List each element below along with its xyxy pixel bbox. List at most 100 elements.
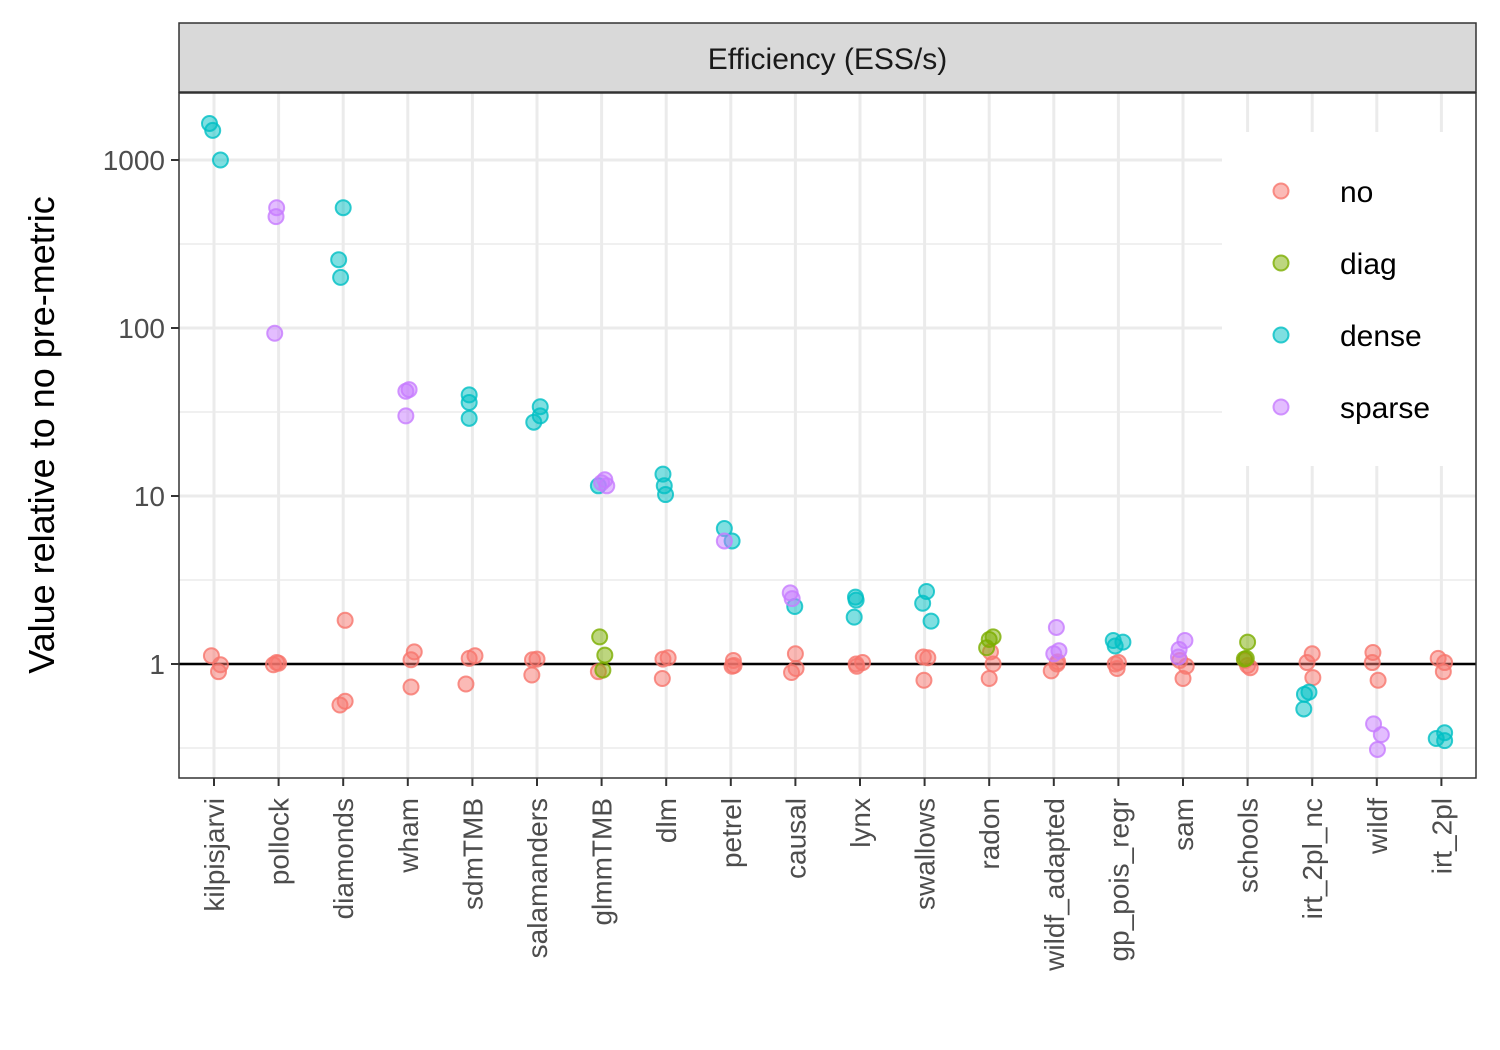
x-tick-label: diamonds <box>328 798 359 919</box>
data-point-no <box>659 649 677 667</box>
series-sparse <box>266 199 1390 758</box>
y-axis: 1 10 100 1000 <box>103 145 179 680</box>
x-tick-label: sdmTMB <box>457 798 488 910</box>
data-points <box>200 114 1454 758</box>
data-point-dense <box>1295 700 1313 718</box>
legend-label-dense: dense <box>1340 320 1422 353</box>
legend-key-no <box>1272 182 1290 200</box>
data-point-no <box>528 650 546 668</box>
series-dense <box>200 114 1454 750</box>
data-point-dense <box>204 121 222 139</box>
x-tick-label: schools <box>1233 798 1264 893</box>
data-point-sparse <box>266 324 284 342</box>
y-tick-label: 1000 <box>103 145 165 176</box>
data-point-dense <box>1436 732 1454 750</box>
data-point-no <box>653 669 671 687</box>
x-tick-label: wham <box>393 798 424 874</box>
data-point-dense <box>922 612 940 630</box>
data-point-dense <box>211 151 229 169</box>
data-point-sparse <box>1045 645 1063 663</box>
legend <box>1222 132 1476 466</box>
data-point-no <box>725 656 743 674</box>
x-tick-label: irt_2pl_nc <box>1297 798 1328 919</box>
data-point-sparse <box>783 590 801 608</box>
legend-label-no: no <box>1340 176 1373 209</box>
data-point-no <box>210 663 228 681</box>
data-point-sparse <box>598 477 616 495</box>
x-tick-label: sam <box>1168 798 1199 851</box>
x-tick-label: radon <box>974 798 1005 870</box>
data-point-dense <box>330 251 348 269</box>
data-point-no <box>336 611 354 629</box>
data-point-no <box>1303 645 1321 663</box>
data-point-no <box>268 654 286 672</box>
data-point-no <box>1363 654 1381 672</box>
data-point-no <box>402 678 420 696</box>
x-tick-label: lynx <box>845 798 876 848</box>
data-point-no <box>336 692 354 710</box>
data-point-no <box>405 643 423 661</box>
data-point-sparse <box>1047 618 1065 636</box>
data-point-sparse <box>715 532 733 550</box>
x-tick-label: irt_2pl <box>1426 798 1457 874</box>
x-tick-label: petrel <box>716 798 747 868</box>
data-point-no <box>523 666 541 684</box>
x-tick-label: causal <box>780 798 811 879</box>
legend-key-sparse <box>1272 398 1290 416</box>
data-point-no <box>1304 669 1322 687</box>
series-diag <box>591 628 1257 679</box>
data-point-diag <box>594 661 612 679</box>
data-point-dense <box>525 413 543 431</box>
y-tick-label: 1 <box>149 649 165 680</box>
data-point-sparse <box>397 407 415 425</box>
data-point-dense <box>460 409 478 427</box>
y-axis-title: Value relative to no pre-metric <box>21 196 62 674</box>
data-point-diag <box>1239 633 1257 651</box>
data-point-no <box>915 671 933 689</box>
legend-background <box>1222 132 1476 466</box>
data-point-diag <box>1237 649 1255 667</box>
x-tick-label: salamanders <box>522 798 553 958</box>
y-tick-label: 100 <box>118 313 165 344</box>
data-point-dense <box>845 608 863 626</box>
facet-strip: Efficiency (ESS/s) <box>178 22 1477 93</box>
data-point-dense <box>657 486 675 504</box>
legend-key-diag <box>1272 254 1290 272</box>
legend-key-dense <box>1272 326 1290 344</box>
data-point-sparse <box>400 381 418 399</box>
data-point-no <box>980 669 998 687</box>
x-tick-label: wildf <box>1362 798 1393 855</box>
x-tick-label: swallows <box>910 798 941 910</box>
data-point-dense <box>1106 637 1124 655</box>
legend-items: no diag dense sparse <box>1272 176 1430 425</box>
legend-label-sparse: sparse <box>1340 392 1430 425</box>
data-point-no <box>1174 669 1192 687</box>
data-point-no <box>466 647 484 665</box>
x-tick-label: glmmTMB <box>587 798 618 926</box>
data-point-dense <box>847 591 865 609</box>
data-point-no <box>783 664 801 682</box>
x-tick-label: kilpisjarvi <box>199 798 230 912</box>
data-point-dense <box>332 268 350 286</box>
y-tick-label: 10 <box>134 481 165 512</box>
data-point-no <box>457 675 475 693</box>
data-point-dense <box>914 594 932 612</box>
legend-label-diag: diag <box>1340 248 1397 281</box>
data-point-sparse <box>1372 726 1390 744</box>
x-tick-label: pollock <box>264 797 295 885</box>
data-point-sparse <box>1169 648 1187 666</box>
x-tick-label: gp_pois_regr <box>1103 798 1134 961</box>
data-point-no <box>848 657 866 675</box>
data-point-dense <box>1300 683 1318 701</box>
x-axis: kilpisjarvi pollock diamonds wham sdmTMB sala… <box>199 778 1457 972</box>
panel-border <box>178 92 1477 779</box>
data-point-no <box>1369 671 1387 689</box>
x-tick-label: wildf_adapted <box>1039 798 1070 972</box>
data-point-no <box>1434 663 1452 681</box>
facet-title: Efficiency (ESS/s) <box>708 43 948 76</box>
data-point-dense <box>334 199 352 217</box>
x-tick-label: dlm <box>651 798 682 843</box>
data-point-no <box>1109 654 1127 672</box>
data-point-sparse <box>267 208 285 226</box>
